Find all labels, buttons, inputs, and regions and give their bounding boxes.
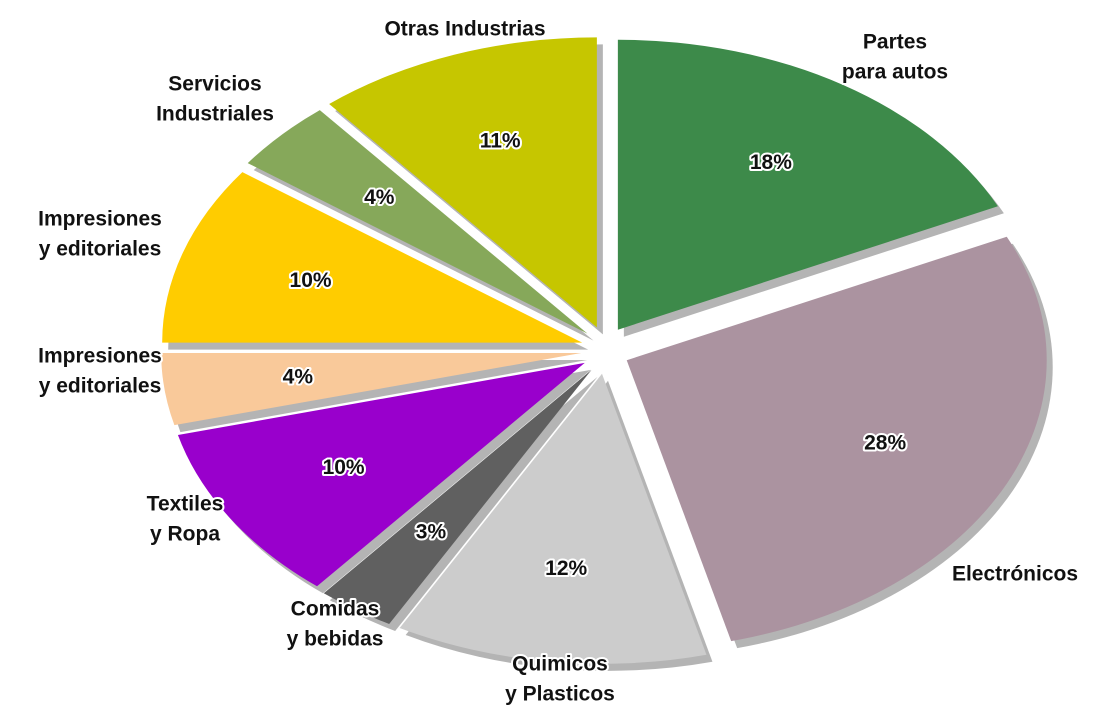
value-label: 10% [290, 269, 332, 292]
category-label: Otras Industrias [384, 18, 545, 41]
slice [323, 369, 592, 624]
value-label: 12% [545, 557, 587, 580]
slice [626, 236, 1047, 642]
category-label: Comidas [291, 598, 380, 621]
category-label: Industriales [156, 103, 274, 126]
category-label: y Ropa [150, 523, 220, 546]
value-label: 11% [480, 129, 521, 152]
category-label: Textiles [147, 493, 224, 516]
slice [617, 39, 998, 330]
slice [247, 110, 588, 334]
category-label: Quimicos [512, 653, 608, 676]
category-label: Impresiones [38, 208, 162, 231]
category-label: y Plasticos [505, 683, 615, 706]
category-label: para autos [842, 61, 948, 84]
value-label: 3% [416, 520, 447, 543]
value-label: 4% [283, 365, 314, 388]
slice [162, 172, 583, 343]
value-label: 18% [750, 151, 792, 174]
category-label: Impresiones [38, 345, 162, 368]
category-label: y bebidas [287, 628, 384, 651]
slice [177, 362, 585, 587]
value-label: 10% [323, 456, 365, 479]
category-label: y editoriales [39, 375, 162, 398]
category-label: Partes [863, 31, 927, 54]
slice [399, 373, 707, 664]
slice [329, 37, 597, 328]
category-label: y editoriales [39, 238, 162, 261]
value-label: 4% [364, 186, 395, 209]
category-label: Servicios [168, 73, 261, 96]
value-label: 28% [864, 432, 906, 455]
slice [161, 353, 582, 426]
category-label: Electrónicos [952, 563, 1078, 586]
